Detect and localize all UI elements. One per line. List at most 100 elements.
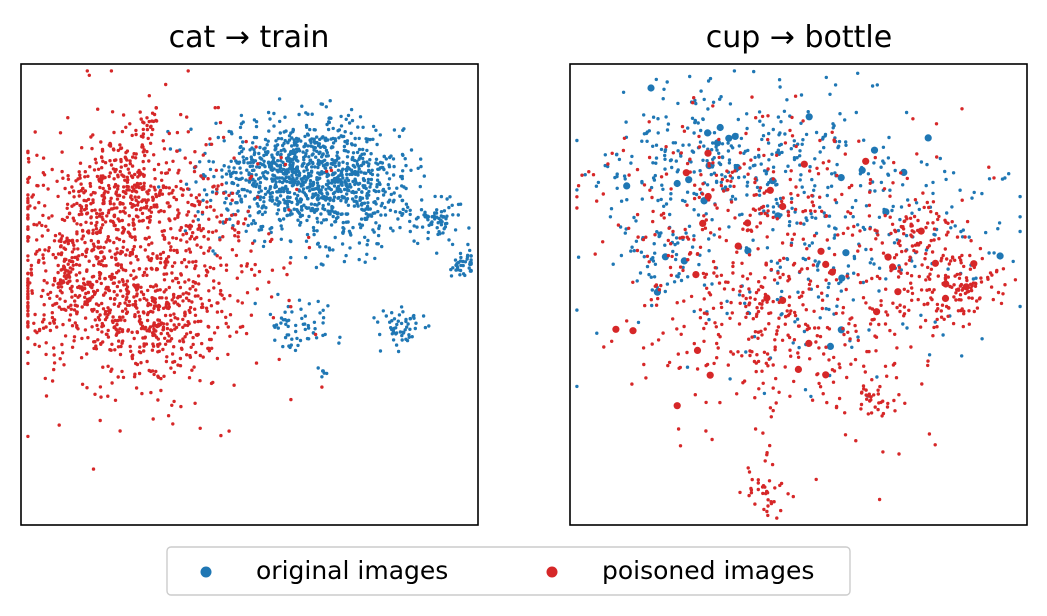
original-image-point bbox=[748, 290, 752, 294]
original-image-point bbox=[325, 122, 329, 127]
poisoned-image-point bbox=[121, 113, 126, 117]
original-image-point bbox=[236, 183, 240, 187]
original-image-point bbox=[290, 337, 294, 341]
original-image-point bbox=[389, 154, 393, 158]
original-image-point bbox=[790, 206, 794, 210]
original-image-point bbox=[316, 158, 321, 162]
poisoned-image-point bbox=[91, 190, 96, 195]
original-image-point bbox=[341, 229, 346, 234]
original-image-point bbox=[208, 167, 213, 172]
poisoned-image-point bbox=[32, 321, 36, 325]
poisoned-image-point bbox=[119, 318, 123, 322]
original-image-point bbox=[833, 226, 837, 230]
poisoned-image-point bbox=[846, 226, 850, 230]
poisoned-image-point bbox=[962, 309, 966, 313]
poisoned-image-point bbox=[885, 313, 890, 317]
poisoned-image-point bbox=[181, 317, 185, 322]
original-image-point bbox=[263, 239, 267, 244]
original-image-point bbox=[996, 227, 1000, 231]
poisoned-image-point bbox=[37, 221, 42, 225]
original-image-point bbox=[241, 120, 245, 124]
original-image-point bbox=[286, 304, 290, 309]
original-image-point bbox=[388, 208, 393, 212]
poisoned-image-point bbox=[143, 236, 147, 241]
original-image-point bbox=[442, 209, 447, 213]
poisoned-image-point bbox=[253, 273, 257, 277]
poisoned-image-point bbox=[164, 161, 169, 165]
original-image-point bbox=[398, 194, 402, 198]
poisoned-image-point bbox=[763, 276, 767, 280]
original-image-point bbox=[287, 176, 292, 181]
original-image-point bbox=[387, 163, 391, 167]
poisoned-image-point bbox=[120, 129, 125, 134]
poisoned-image-point bbox=[208, 205, 213, 209]
poisoned-image-point bbox=[922, 205, 926, 210]
poisoned-image-point bbox=[958, 272, 962, 276]
poisoned-image-point bbox=[869, 398, 873, 402]
poisoned-image-point bbox=[193, 294, 198, 298]
poisoned-image-point bbox=[120, 218, 125, 223]
original-image-point bbox=[435, 215, 439, 219]
poisoned-image-point bbox=[736, 350, 740, 354]
original-image-point bbox=[238, 125, 243, 130]
original-image-point bbox=[775, 281, 780, 285]
poisoned-image-point bbox=[167, 168, 171, 172]
poisoned-image-point bbox=[778, 258, 782, 263]
poisoned-image-point bbox=[37, 344, 41, 348]
poisoned-image-point bbox=[967, 296, 971, 300]
poisoned-image-point bbox=[324, 169, 329, 173]
poisoned-image-point bbox=[26, 196, 30, 201]
original-image-point bbox=[645, 264, 650, 269]
poisoned-image-point bbox=[793, 94, 798, 98]
poisoned-image-point bbox=[806, 195, 810, 199]
original-image-point bbox=[383, 205, 387, 210]
poisoned-image-point bbox=[26, 271, 30, 275]
poisoned-image-point bbox=[907, 308, 911, 312]
poisoned-image-point bbox=[792, 379, 796, 384]
poisoned-image-point bbox=[218, 120, 223, 125]
poisoned-image-point bbox=[722, 189, 726, 193]
poisoned-image-point bbox=[928, 272, 932, 276]
poisoned-image-point bbox=[194, 196, 199, 200]
original-image-point bbox=[275, 196, 279, 200]
original-image-point bbox=[856, 335, 860, 339]
original-image-point bbox=[663, 243, 667, 247]
original-image-point bbox=[317, 201, 321, 206]
poisoned-image-point bbox=[902, 232, 906, 236]
poisoned-image-point bbox=[873, 405, 877, 409]
original-image-point bbox=[273, 144, 277, 148]
poisoned-image-point bbox=[170, 352, 175, 356]
poisoned-image-point bbox=[910, 291, 915, 296]
original-image-point bbox=[351, 163, 355, 168]
original-image-point bbox=[603, 163, 607, 168]
poisoned-image-point bbox=[283, 162, 288, 167]
poisoned-image-point bbox=[220, 309, 224, 314]
original-image-point bbox=[352, 204, 357, 208]
original-image-point bbox=[302, 145, 306, 149]
poisoned-image-point bbox=[168, 248, 173, 252]
poisoned-image-point bbox=[53, 256, 58, 260]
poisoned-image-point bbox=[121, 294, 125, 298]
original-image-point bbox=[281, 167, 286, 172]
poisoned-image-point bbox=[46, 228, 50, 232]
original-image-point bbox=[685, 365, 690, 369]
poisoned-image-point bbox=[79, 356, 84, 360]
poisoned-image-point bbox=[120, 309, 125, 313]
poisoned-image-point bbox=[975, 306, 980, 310]
original-image-point bbox=[931, 191, 935, 196]
poisoned-image-point bbox=[137, 371, 142, 376]
poisoned-image-point bbox=[122, 239, 126, 244]
original-image-point bbox=[705, 183, 710, 187]
poisoned-image-point bbox=[904, 262, 908, 266]
original-image-point bbox=[469, 258, 473, 262]
poisoned-image-point bbox=[915, 152, 919, 156]
poisoned-image-point bbox=[115, 293, 119, 297]
poisoned-image-point bbox=[66, 241, 71, 246]
poisoned-image-point bbox=[288, 261, 292, 265]
original-image-point bbox=[910, 211, 914, 215]
poisoned-image-point bbox=[224, 315, 228, 319]
original-image-point bbox=[704, 212, 708, 216]
poisoned-image-point bbox=[172, 195, 176, 200]
poisoned-image-point bbox=[26, 217, 30, 221]
poisoned-image-point bbox=[48, 321, 52, 325]
